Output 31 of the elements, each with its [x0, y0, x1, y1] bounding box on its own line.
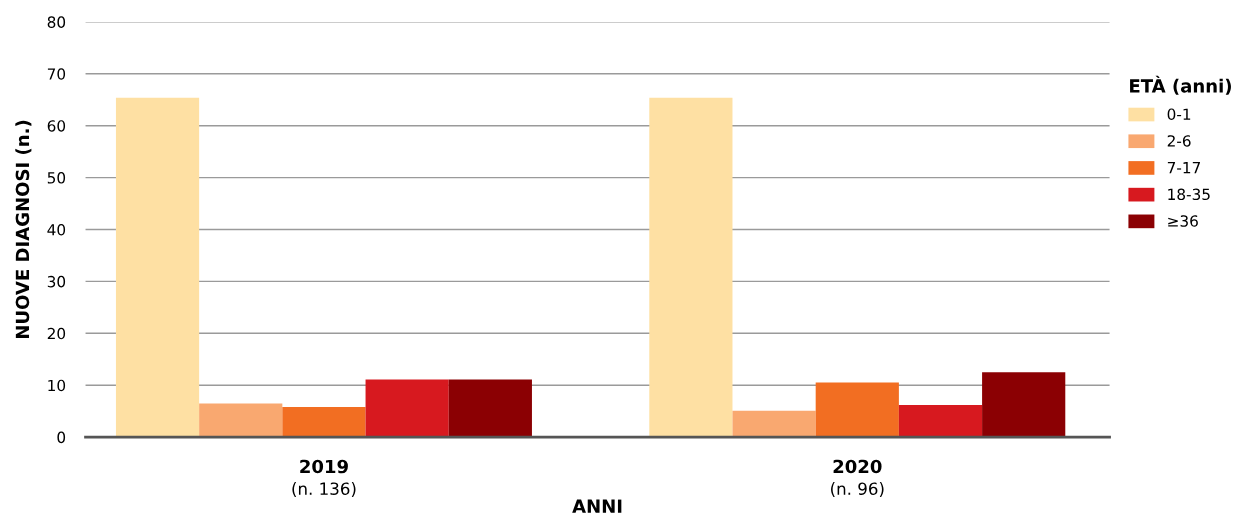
bar	[649, 97, 733, 438]
legend-label: 2-6	[1167, 135, 1191, 147]
text: (n. 136)	[292, 482, 356, 497]
bar	[898, 404, 983, 438]
y-tick-label: 40	[47, 223, 66, 236]
x-axis-title: ANNI	[572, 499, 622, 513]
y-tick-label: 70	[47, 68, 66, 80]
legend-title: ETÀ (anni)	[1130, 75, 1231, 95]
y-tick-label: 80	[47, 16, 66, 28]
y-tick-label: 0	[57, 431, 66, 444]
x-tick-label: 2020	[833, 459, 882, 474]
y-tick-label: 20	[47, 327, 66, 340]
legend-label: 0-1	[1167, 108, 1191, 120]
x-tick-label: 2019	[300, 459, 348, 474]
y-axis-title: NUOVE DIAGNOSI (n.)	[15, 120, 32, 339]
bar	[815, 382, 899, 438]
bar	[282, 407, 366, 438]
y-tick-label: 50	[47, 172, 66, 184]
y-tick-label: 30	[47, 275, 66, 288]
legend-label: 18-35	[1168, 188, 1210, 201]
bar	[982, 372, 1066, 438]
bar	[732, 410, 816, 438]
text: (n. 96)	[831, 482, 884, 497]
bar	[199, 403, 283, 438]
bar	[115, 97, 200, 438]
bar	[448, 379, 532, 438]
legend-label: ≥36	[1168, 215, 1198, 227]
y-tick-label: 10	[48, 379, 66, 392]
y-tick-label: 60	[47, 120, 66, 132]
bar	[365, 379, 449, 438]
legend-label: 7-17	[1167, 162, 1200, 174]
